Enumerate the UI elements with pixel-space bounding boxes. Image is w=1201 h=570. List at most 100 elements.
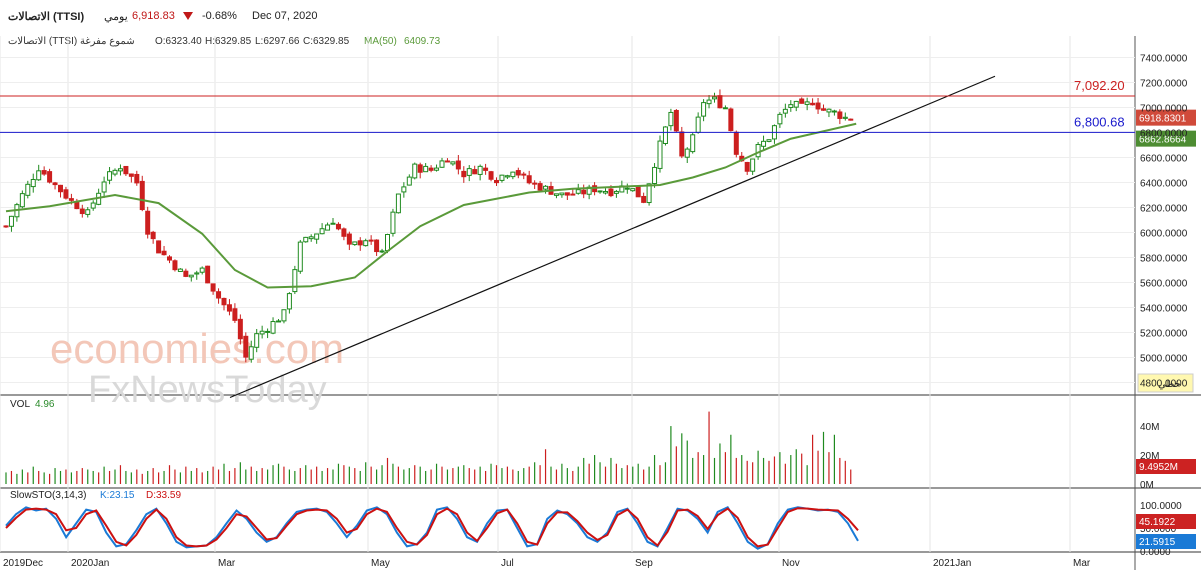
linear-scale-button: خطي xyxy=(1158,379,1181,390)
price-chart[interactable]: economies.com FxNewsToday 7,092.20 6,800.… xyxy=(0,33,1201,570)
candle-body xyxy=(412,163,418,179)
candle-body xyxy=(314,233,320,240)
chart-header: الاتصالات (TTSI) يومي 6,918.83 -0.68% De… xyxy=(0,0,1201,33)
candle-body xyxy=(815,102,821,110)
y-tick-label: 6800.0000 xyxy=(1140,129,1188,140)
candle-body xyxy=(826,108,832,113)
candle-body xyxy=(428,167,434,171)
candle-body xyxy=(515,170,521,176)
candle-body xyxy=(58,184,63,193)
candle-body xyxy=(395,193,401,214)
candle-body xyxy=(641,195,647,203)
candle-body xyxy=(374,239,380,253)
candle-body xyxy=(216,291,222,299)
candle-body xyxy=(406,176,412,186)
candle-body xyxy=(221,297,227,306)
candle-body xyxy=(134,173,140,184)
candle-body xyxy=(842,116,848,119)
candle-body xyxy=(837,111,843,119)
x-tick-label: Jul xyxy=(501,558,514,569)
y-tick-label: 6200.0000 xyxy=(1140,204,1188,215)
stoch-tick-label: 0.0000 xyxy=(1140,547,1171,558)
candle-body xyxy=(793,100,799,108)
candle-body xyxy=(581,189,587,195)
candle-body xyxy=(712,96,717,100)
candle-body xyxy=(761,140,767,147)
period-label[interactable]: يومي xyxy=(104,11,128,23)
candle-body xyxy=(286,293,292,310)
candle-body xyxy=(52,182,58,186)
candle-body xyxy=(63,189,69,199)
y-tick-label: 7400.0000 xyxy=(1140,54,1188,65)
x-tick-label: 2020Jan xyxy=(71,558,109,569)
candle-body xyxy=(167,256,172,261)
stoch-d-badge: 45.1922 xyxy=(1139,517,1176,528)
x-tick-label: 2021Jan xyxy=(933,558,971,569)
y-tick-label: 5000.0000 xyxy=(1140,354,1188,365)
candle-body xyxy=(107,171,113,181)
candle-body xyxy=(281,309,287,322)
low-value: L:6297.66 xyxy=(255,36,300,47)
candle-body xyxy=(799,98,805,104)
candle-body xyxy=(777,113,783,125)
candle-body xyxy=(292,269,298,293)
candle-body xyxy=(831,110,837,113)
candle-body xyxy=(319,228,325,235)
candle-body xyxy=(346,233,352,245)
candle-body xyxy=(79,208,85,215)
x-tick-label: Sep xyxy=(635,558,653,569)
x-tick-label: Mar xyxy=(218,558,236,569)
candle-body xyxy=(330,222,336,225)
candle-body xyxy=(701,102,707,117)
candle-body xyxy=(308,236,314,240)
down-arrow-icon xyxy=(183,12,193,20)
candle-body xyxy=(733,131,739,155)
candle-body xyxy=(161,250,167,256)
level-label: 6,800.68 xyxy=(1074,114,1125,129)
candle-body xyxy=(444,160,450,163)
candle-body xyxy=(728,108,734,132)
candle-body xyxy=(706,99,712,105)
candle-body xyxy=(788,104,794,108)
candle-body xyxy=(90,202,96,209)
candle-body xyxy=(744,161,750,172)
candle-body xyxy=(510,171,516,178)
stoch-tick-label: 100.0000 xyxy=(1140,501,1182,512)
candle-body xyxy=(657,140,663,169)
candle-body xyxy=(450,161,456,165)
candle-body xyxy=(652,166,658,185)
candle-body xyxy=(635,185,641,198)
candle-body xyxy=(477,165,483,175)
candle-body xyxy=(265,330,271,333)
candle-body xyxy=(455,160,461,170)
candle-body xyxy=(662,126,668,144)
candle-body xyxy=(335,223,341,230)
volume-badge-bg xyxy=(1136,459,1196,474)
candle-body xyxy=(782,108,788,114)
volume-badge: 9.4952M xyxy=(1139,462,1178,473)
y-tick-label: 6400.0000 xyxy=(1140,179,1188,190)
candle-body xyxy=(695,116,701,133)
ma-value: 6409.73 xyxy=(404,36,441,47)
candle-body xyxy=(624,187,630,190)
candle-body xyxy=(357,240,363,246)
x-tick-label: 2019Dec xyxy=(3,558,43,569)
candle-body xyxy=(504,175,510,178)
candle-body xyxy=(630,188,636,192)
candle-body xyxy=(341,228,347,237)
candle-body xyxy=(237,318,243,340)
candle-body xyxy=(210,283,216,292)
last-price-badge-bg xyxy=(1136,109,1196,126)
y-tick-label: 5400.0000 xyxy=(1140,304,1188,315)
candle-body xyxy=(226,304,232,312)
candle-body xyxy=(379,250,385,253)
candle-body xyxy=(423,165,429,173)
candle-body xyxy=(483,167,489,171)
volume-bars: VOL 4.96 40M 20M 0M 9.4952M xyxy=(5,399,1196,491)
symbol-name[interactable]: الاتصالات (TTSI) xyxy=(8,11,85,23)
candle-body xyxy=(188,274,194,278)
candle-body xyxy=(494,179,499,184)
candle-body xyxy=(603,190,608,194)
overlays: 7,092.20 6,800.68 6918.8301 6862.8664 خطي xyxy=(0,75,1196,399)
candle-body xyxy=(499,174,505,181)
